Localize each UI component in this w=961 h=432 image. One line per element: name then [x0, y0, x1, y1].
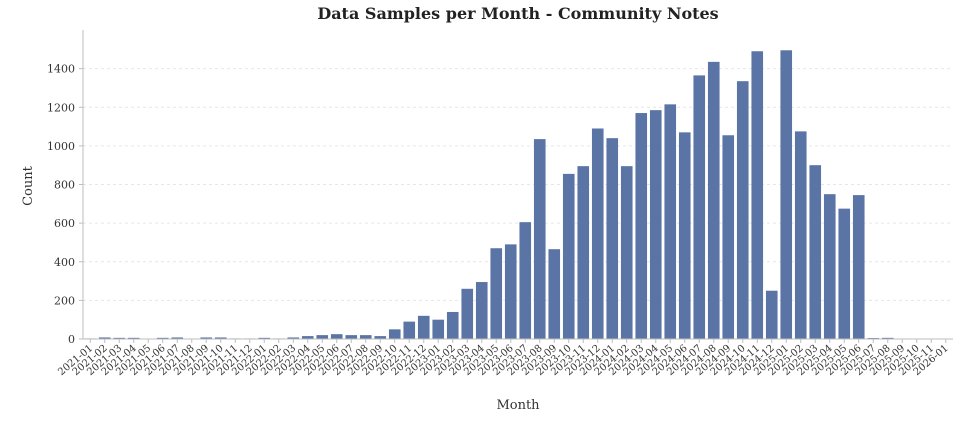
bar-2022-01: [258, 337, 271, 339]
y-tick-label: 1400: [47, 63, 75, 76]
bar-2024-03: [635, 113, 648, 339]
bar-2023-03: [461, 288, 474, 339]
bar-2024-02: [620, 166, 633, 339]
y-tick-label: 200: [54, 294, 75, 307]
bar-2024-11: [751, 51, 764, 340]
y-tick-label: 600: [54, 217, 75, 230]
bar-2023-12: [591, 128, 604, 339]
bar-2023-05: [490, 248, 503, 339]
bar-2025-08: [881, 337, 894, 339]
bar-2023-08: [533, 139, 546, 339]
bar-2024-08: [707, 61, 720, 339]
chart-title: Data Samples per Month - Community Notes: [317, 4, 718, 23]
bar-2025-03: [809, 165, 822, 339]
bar-2021-07: [171, 337, 184, 339]
bar-2024-01: [606, 138, 619, 339]
bar-2022-05: [316, 335, 329, 339]
bar-2024-05: [664, 104, 677, 340]
bar-2024-04: [649, 110, 662, 339]
bar-2021-02: [98, 337, 111, 339]
y-tick-label: 400: [54, 256, 75, 269]
bar-2023-11: [577, 166, 590, 339]
bar-2024-06: [678, 132, 691, 339]
bar-2025-06: [852, 195, 865, 339]
y-tick-label: 1200: [47, 101, 75, 114]
bar-2021-10: [214, 337, 227, 339]
bar-2022-07: [345, 335, 358, 339]
bar-2025-04: [823, 194, 836, 339]
y-axis-label: Count: [21, 165, 36, 206]
bar-2022-09: [374, 336, 387, 339]
bar-2023-01: [432, 319, 445, 339]
bar-2023-06: [504, 244, 517, 339]
bar-2022-10: [388, 329, 401, 339]
bar-2023-04: [475, 282, 488, 339]
bar-2021-06: [156, 337, 169, 339]
y-tick-label: 0: [68, 333, 75, 346]
bar-2024-09: [722, 135, 735, 339]
bar-2022-03: [287, 337, 300, 339]
bar-2023-02: [446, 311, 459, 339]
bar-2021-03: [113, 337, 126, 339]
bar-2022-11: [403, 321, 416, 339]
bar-2021-09: [200, 337, 213, 339]
bar-2024-10: [736, 81, 749, 339]
x-tick-labels: 2021-012021-022021-032021-042021-052021-…: [56, 339, 951, 378]
grid-layer: [83, 68, 953, 301]
bar-2022-04: [301, 336, 314, 339]
bar-2024-12: [765, 290, 778, 339]
bar-2023-07: [519, 222, 532, 339]
bar-2023-09: [548, 249, 561, 339]
y-tick-labels: 0 200 400 600 800 1000 1200 1400: [47, 63, 83, 346]
bar-2025-01: [780, 50, 793, 339]
bar-2021-04: [127, 337, 140, 339]
y-tick-label: 800: [54, 179, 75, 192]
bar-2023-10: [562, 173, 575, 339]
bar-2025-02: [794, 131, 807, 339]
bar-2022-06: [330, 334, 343, 339]
x-axis-label: Month: [496, 398, 540, 413]
bar-2024-07: [693, 75, 706, 340]
bar-2022-12: [417, 315, 430, 339]
bar-2022-08: [359, 335, 372, 339]
bars-layer: [84, 50, 894, 340]
y-tick-label: 1000: [47, 140, 75, 153]
bar-2025-05: [838, 208, 851, 339]
